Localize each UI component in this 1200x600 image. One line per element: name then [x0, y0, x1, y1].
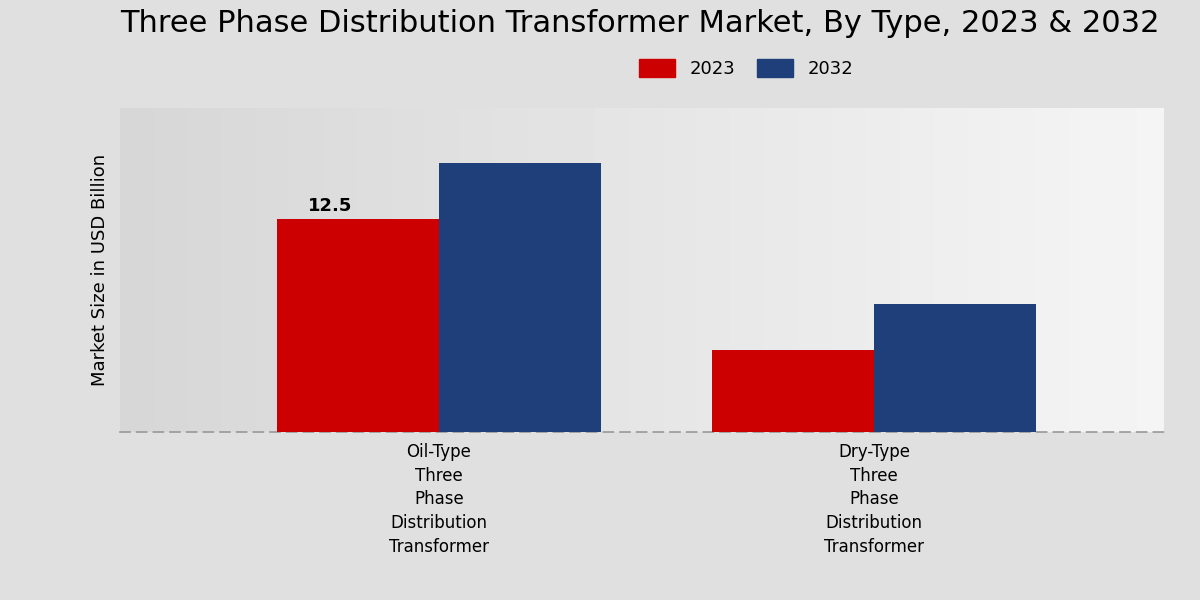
Bar [276, 219, 439, 432]
Y-axis label: Market Size in USD Billion: Market Size in USD Billion [91, 154, 109, 386]
Text: 12.5: 12.5 [307, 197, 352, 215]
Bar [712, 350, 874, 432]
Legend: 2023, 2032: 2023, 2032 [640, 59, 853, 78]
Text: Three Phase Distribution Transformer Market, By Type, 2023 & 2032: Three Phase Distribution Transformer Mar… [120, 8, 1159, 38]
Bar [874, 304, 1037, 432]
Bar [439, 163, 601, 432]
